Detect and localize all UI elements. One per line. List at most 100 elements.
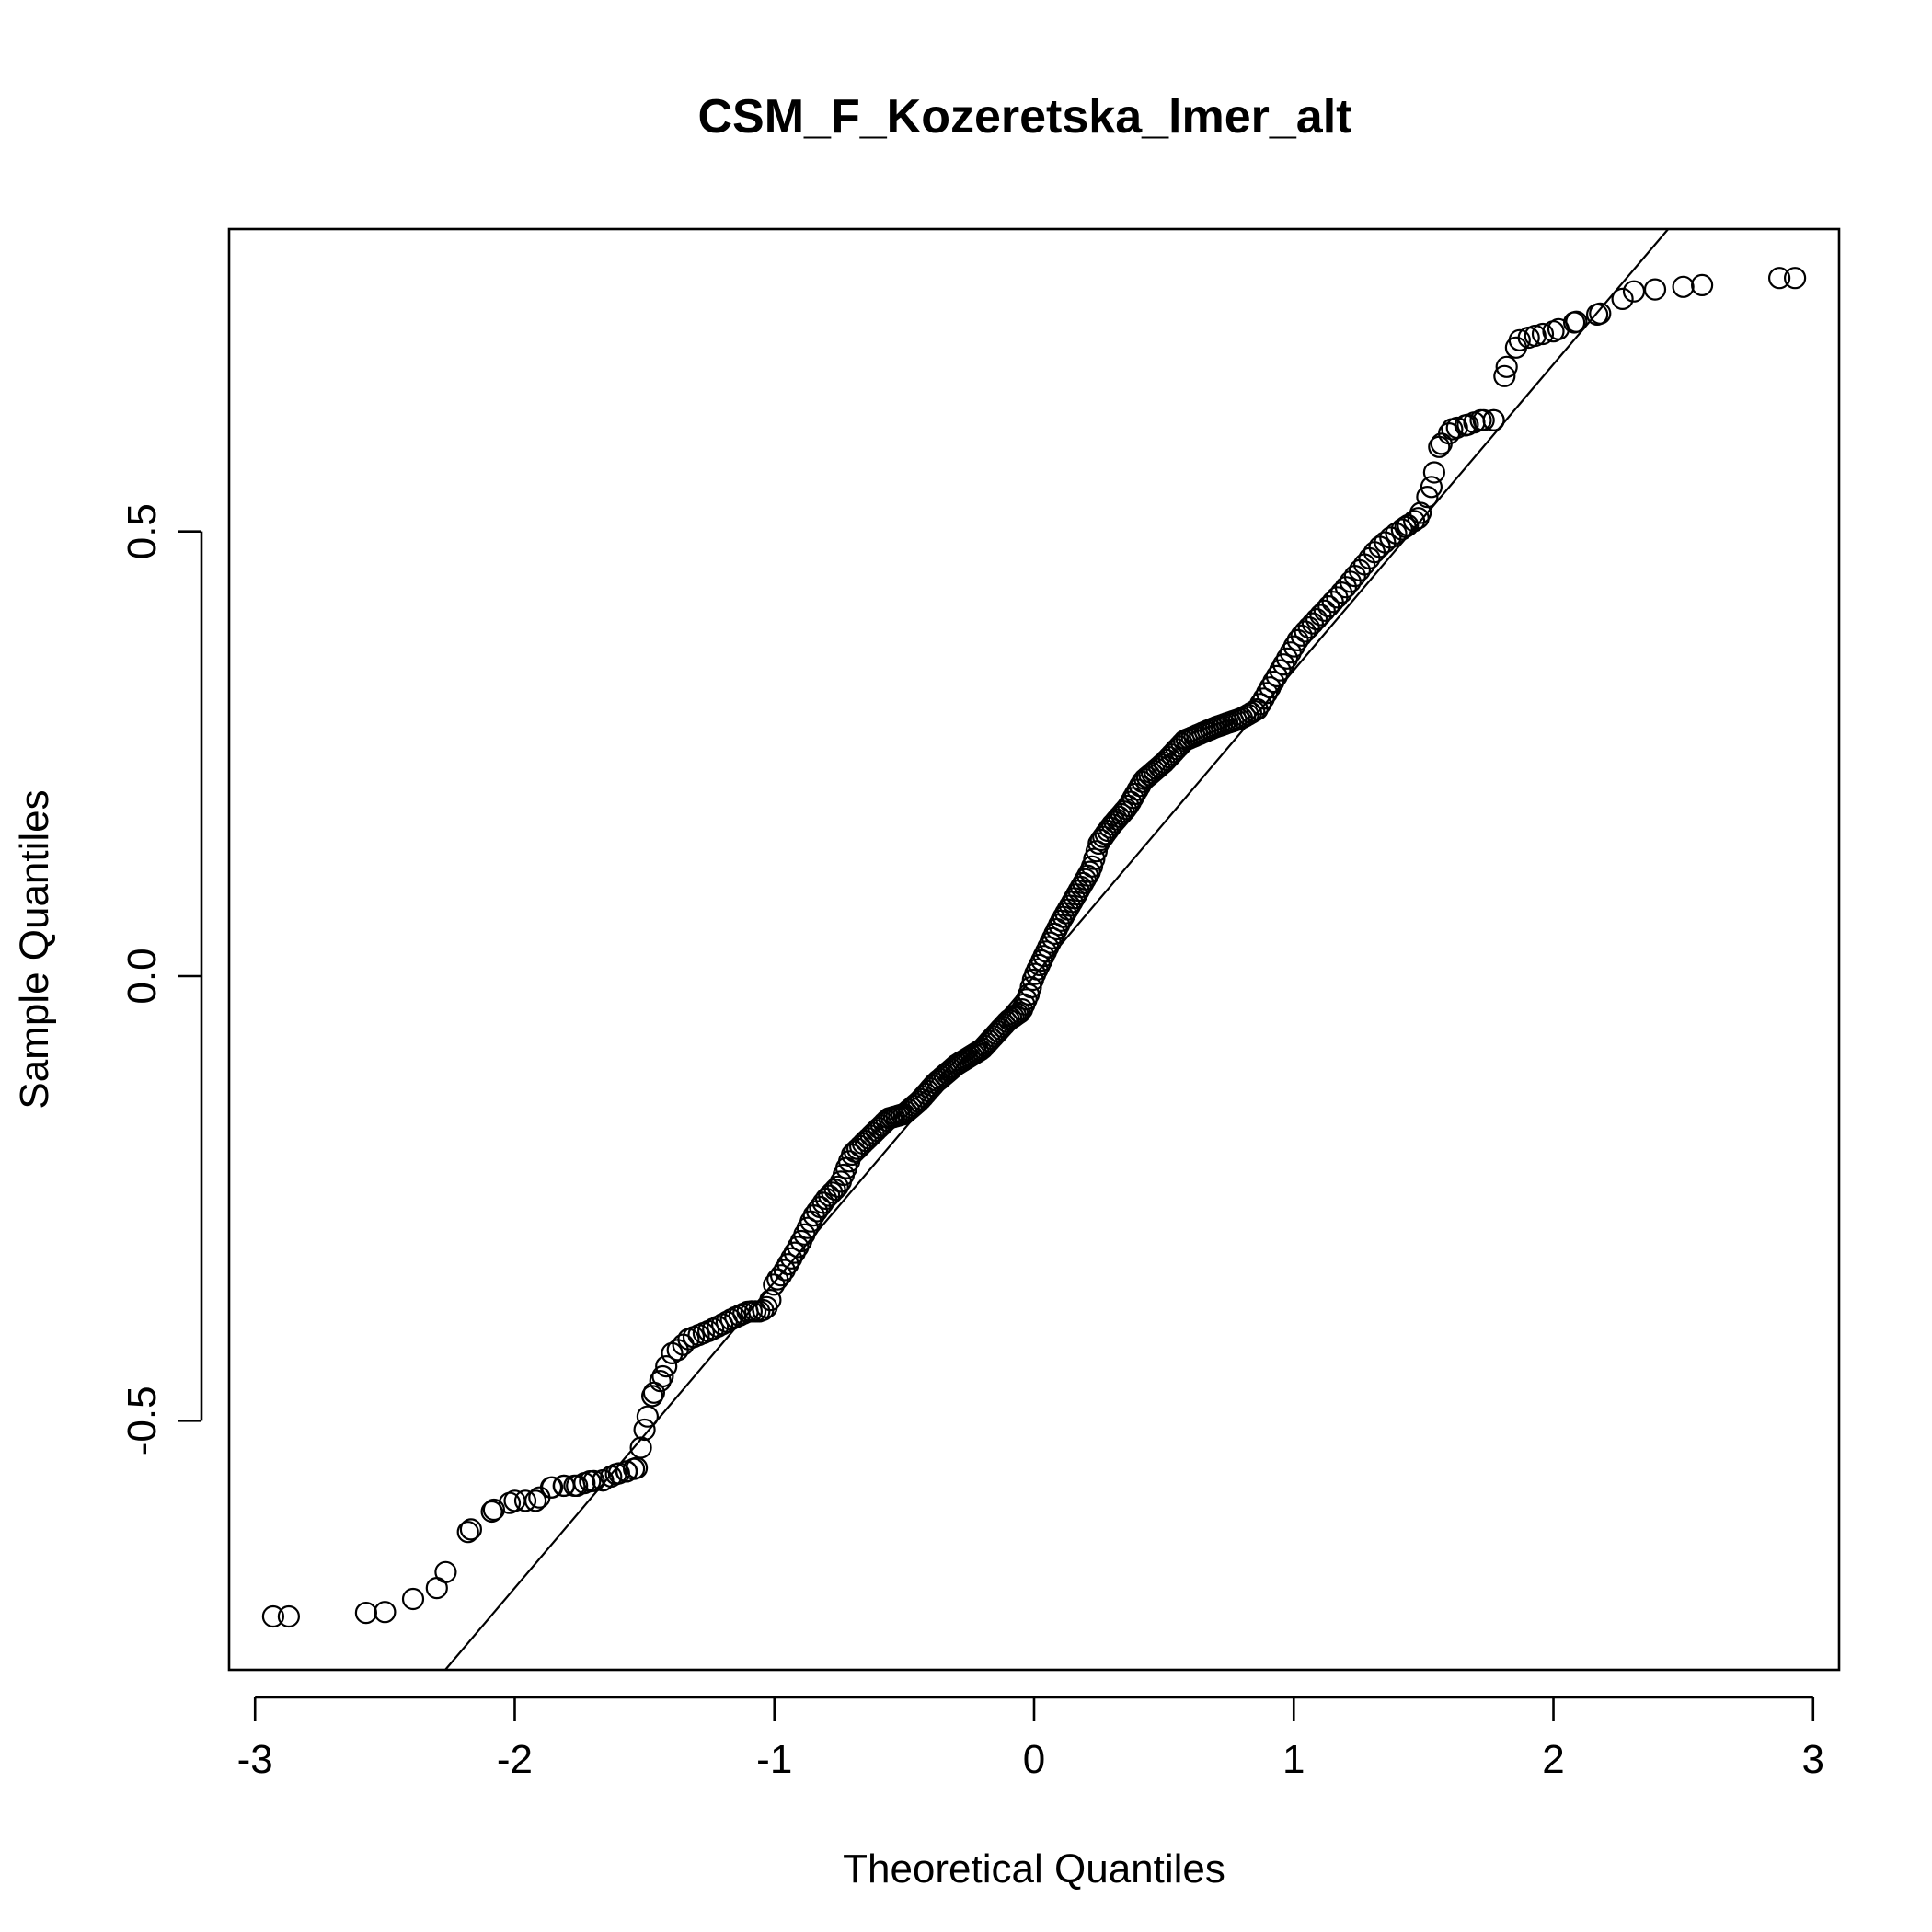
x-tick-label: 2: [1542, 1737, 1564, 1782]
sample-point: [1279, 641, 1302, 664]
sample-point: [1290, 624, 1313, 647]
sample-point: [1783, 267, 1807, 290]
sample-point: [1248, 693, 1272, 716]
sample-point: [625, 1456, 649, 1479]
sample-point: [579, 1469, 602, 1493]
sample-point: [651, 1364, 674, 1388]
sample-point: [1282, 635, 1305, 658]
sample-point: [523, 1489, 547, 1512]
x-tick-label: 3: [1802, 1737, 1824, 1782]
sample-point: [1482, 408, 1505, 431]
sample-point: [1589, 302, 1612, 325]
x-tick-label: -2: [497, 1737, 533, 1782]
sample-point: [1611, 287, 1634, 310]
sample-point: [1643, 278, 1667, 301]
x-tick-label: -1: [756, 1737, 792, 1782]
sample-point: [374, 1601, 397, 1624]
sample-point: [636, 1405, 660, 1428]
sample-point: [592, 1468, 615, 1492]
y-tick-label: 0.0: [120, 948, 165, 1004]
sample-point: [1252, 687, 1275, 710]
sample-point: [769, 1264, 793, 1287]
sample-point: [1246, 697, 1269, 721]
sample-point: [434, 1560, 457, 1583]
sample-point: [261, 1604, 284, 1628]
sample-point: [456, 1521, 479, 1544]
sample-point: [425, 1576, 448, 1600]
sample-point: [787, 1236, 810, 1259]
sample-point: [826, 1175, 849, 1198]
sample-point: [1428, 435, 1451, 458]
sample-point: [1495, 355, 1518, 378]
sample-point: [773, 1259, 796, 1282]
y-axis: -0.5 0.0 0.5: [120, 503, 203, 1455]
x-tick-label: -3: [237, 1737, 273, 1782]
sample-point: [1416, 485, 1439, 509]
sample-point: [1309, 604, 1332, 627]
sample-point: [1262, 670, 1285, 694]
sample-point: [1562, 311, 1586, 334]
sample-point: [277, 1604, 300, 1628]
sample-point: [1269, 659, 1292, 682]
sample-point: [604, 1463, 627, 1486]
sample-point: [1305, 607, 1328, 631]
x-tick-label: 0: [1023, 1737, 1045, 1782]
sample-point: [783, 1241, 806, 1264]
sample-point: [776, 1252, 799, 1276]
sample-point: [780, 1247, 803, 1270]
sample-point: [1622, 280, 1646, 303]
sample-point: [1508, 328, 1531, 351]
y-tick-label: 0.5: [120, 503, 165, 559]
sample-point: [633, 1418, 656, 1442]
sample-point: [552, 1474, 576, 1498]
plot-frame: [227, 227, 1841, 1672]
chart-title: CSM_F_Kozeretska_lmer_alt: [698, 90, 1352, 144]
sample-point: [1297, 615, 1320, 639]
sample-point: [759, 1288, 782, 1312]
sample-point: [539, 1476, 563, 1499]
x-axis: -3 -2 -1 0 1 2 3: [237, 1696, 1824, 1782]
sample-point: [1690, 273, 1714, 296]
sample-point: [1294, 620, 1317, 643]
sample-point: [1672, 275, 1695, 298]
sample-point: [1002, 1006, 1025, 1029]
sample-point: [1374, 531, 1397, 554]
sample-point: [566, 1474, 589, 1498]
sample-point: [354, 1601, 377, 1625]
sample-point: [482, 1498, 506, 1522]
sample-point: [1259, 676, 1282, 699]
sample-point: [1441, 418, 1464, 441]
sample-point: [1456, 413, 1479, 436]
sample-point: [1542, 320, 1565, 343]
sample-point: [513, 1489, 537, 1512]
sample-point: [1255, 682, 1279, 705]
sample-point: [1493, 364, 1516, 387]
sample-point: [1313, 599, 1336, 622]
sample-point: [1379, 526, 1402, 549]
y-axis-title: Sample Quantiles: [12, 789, 57, 1109]
sample-point: [1286, 628, 1309, 652]
x-tick-label: 1: [1282, 1737, 1305, 1782]
sample-point: [1265, 664, 1288, 688]
sample-point: [661, 1341, 684, 1365]
sample-point: [1301, 612, 1325, 635]
y-tick-label: -0.5: [120, 1386, 165, 1455]
sample-point: [1767, 267, 1791, 290]
sample-point: [459, 1518, 482, 1541]
sample-point: [1275, 647, 1299, 670]
sample-points: [261, 267, 1807, 1628]
sample-point: [640, 1385, 664, 1408]
sample-point: [1407, 507, 1430, 530]
sample-point: [1390, 518, 1413, 541]
sample-point: [1422, 461, 1446, 484]
sample-point: [1272, 653, 1295, 676]
sample-point: [655, 1354, 678, 1378]
x-axis-title: Theoretical Quantiles: [843, 1846, 1225, 1892]
sample-point: [1531, 322, 1555, 346]
sample-point: [480, 1500, 503, 1524]
sample-point: [615, 1460, 638, 1483]
sample-point: [1469, 408, 1492, 431]
sample-point: [401, 1587, 425, 1611]
sample-point: [1420, 476, 1443, 499]
